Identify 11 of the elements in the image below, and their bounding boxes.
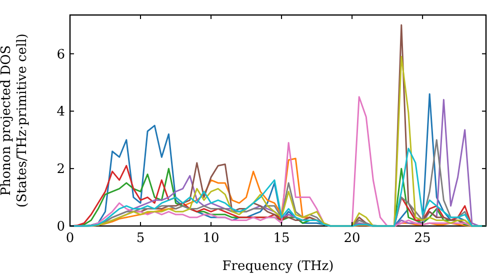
x-axis-title: Frequency (THz) bbox=[222, 259, 334, 274]
x-tick-label: 10 bbox=[202, 231, 220, 246]
y-tick-label: 2 bbox=[56, 162, 65, 178]
x-tick-label: 5 bbox=[136, 231, 145, 246]
x-tick-label: 15 bbox=[273, 231, 290, 246]
y-tick-label: 4 bbox=[56, 104, 65, 120]
x-tick-label: 25 bbox=[414, 231, 431, 246]
y-tick-label: 6 bbox=[56, 47, 65, 62]
x-tick-label: 20 bbox=[344, 231, 360, 246]
y-axis-title: Phonon projected DOS (States/THz·primitive cell) bbox=[0, 33, 30, 208]
y-tick-label: 0 bbox=[56, 220, 65, 235]
